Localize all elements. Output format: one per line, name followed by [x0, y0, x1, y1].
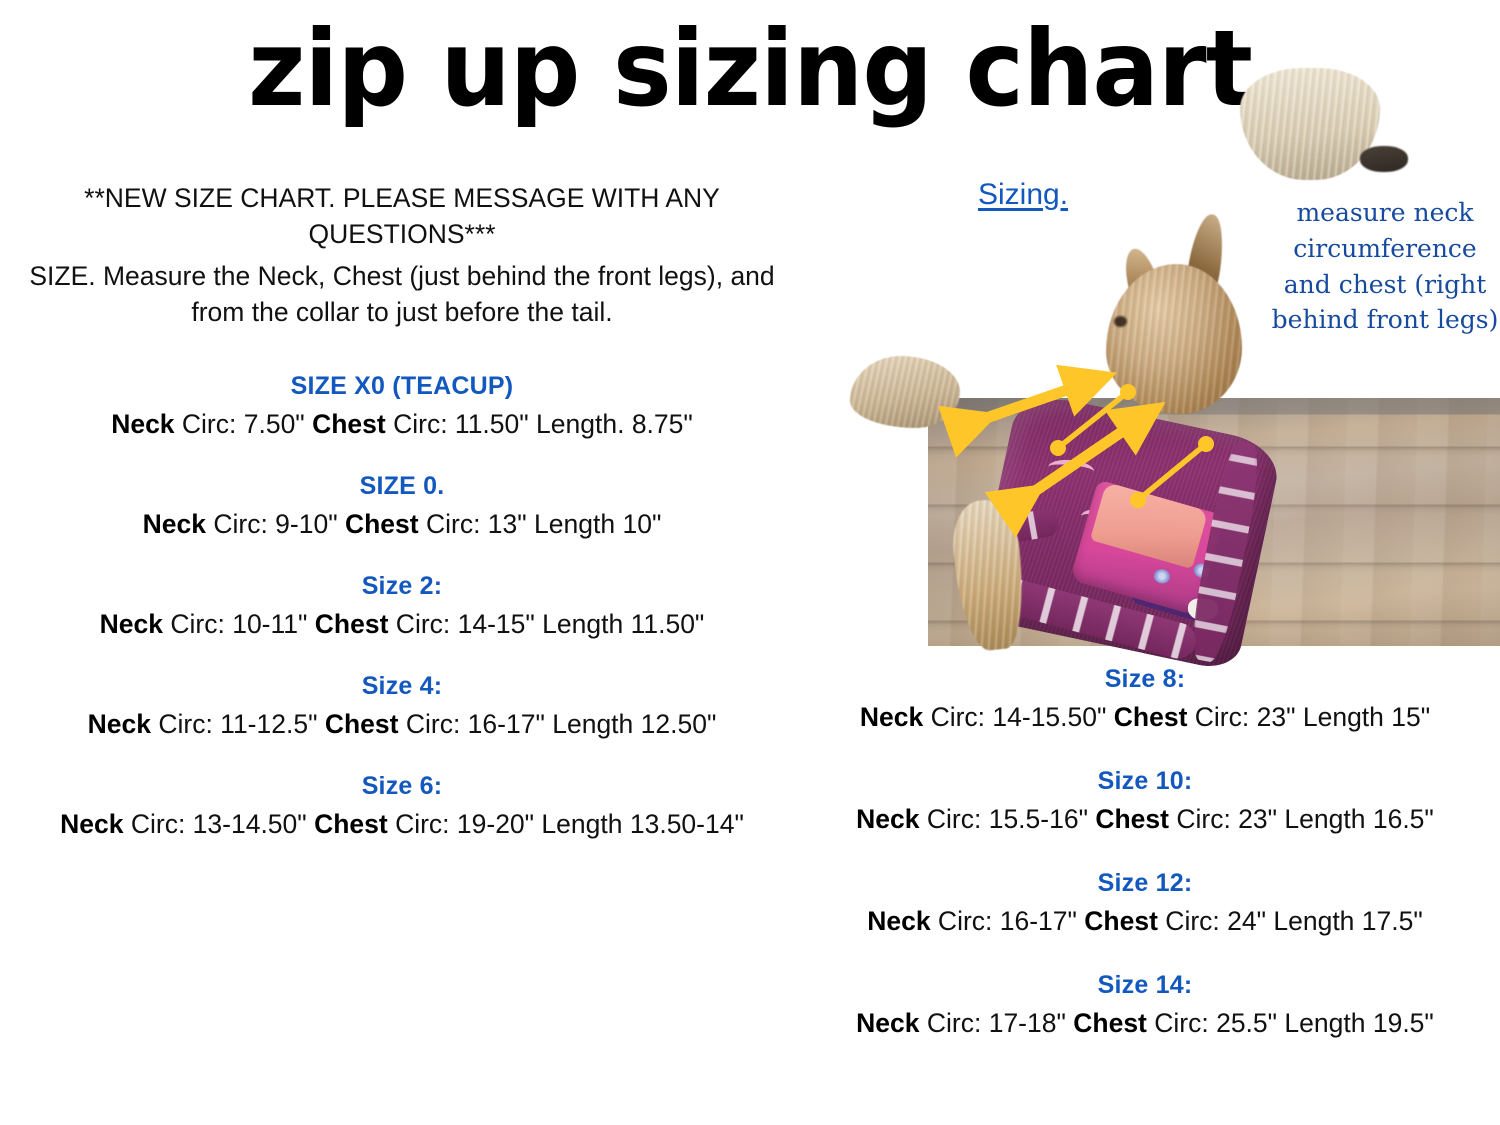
chest-label: Chest	[314, 609, 389, 640]
chest-label: Chest	[314, 809, 388, 839]
chest-value: Circ: 23" Length 15"	[1187, 702, 1431, 732]
size-heading-4: Size 4:	[361, 672, 443, 701]
size-entry-10: Size 10: Neck Circ: 15.5-16" Chest Circ:…	[790, 767, 1500, 837]
intro-note: **NEW SIZE CHART. PLEASE MESSAGE WITH AN…	[84, 183, 720, 250]
size-entry-4: Size 4: Neck Circ: 11-12.5" Chest Circ: …	[12, 672, 792, 742]
size-heading-10: Size 10:	[1097, 766, 1193, 795]
size-heading-6: Size 6:	[361, 772, 443, 800]
neck-label: Neck	[856, 803, 920, 834]
neck-value: Circ: 11-12.5"	[150, 709, 325, 740]
size-heading-14: Size 14:	[1097, 970, 1193, 999]
chest-value: Circ: 14-15" Length 11.50"	[388, 609, 705, 640]
size-entry-6: Size 6: Neck Circ: 13-14.50" Chest Circ:…	[12, 772, 792, 842]
chest-value: Circ: 25.5" Length 19.5"	[1146, 1007, 1434, 1038]
neck-value: Circ: 10-11"	[163, 609, 315, 640]
size-heading-x0: SIZE X0 (TEACUP)	[290, 372, 514, 401]
dog-head	[1090, 208, 1258, 420]
chest-value: Circ: 19-20" Length 13.50-14"	[387, 809, 744, 839]
intro-measure-instructions: SIZE. Measure the Neck, Chest (just behi…	[29, 261, 775, 328]
dog-eye	[1114, 316, 1127, 327]
dog-back-leg	[1240, 68, 1380, 180]
size-heading-12: Size 12:	[1097, 868, 1193, 897]
neck-label: Neck	[856, 1007, 920, 1038]
dog-paw	[1360, 146, 1408, 172]
size-entry-0: SIZE 0. Neck Circ: 9-10" Chest Circ: 13"…	[12, 472, 792, 542]
chest-value: Circ: 13" Length 10"	[418, 509, 662, 540]
chest-label: Chest	[1113, 702, 1188, 732]
chest-label: Chest	[324, 709, 399, 740]
chest-value: Circ: 16-17" Length 12.50"	[398, 709, 717, 740]
size-detail-4: Neck Circ: 11-12.5" Chest Circ: 16-17" L…	[12, 707, 792, 742]
chest-label: Chest	[1084, 905, 1158, 936]
neck-value: Circ: 13-14.50"	[123, 809, 315, 839]
neck-label: Neck	[60, 809, 124, 839]
chest-value: Circ: 11.50" Length. 8.75"	[385, 409, 693, 440]
neck-label: Neck	[111, 409, 175, 440]
neck-label: Neck	[859, 702, 924, 732]
size-entry-x0: SIZE X0 (TEACUP) Neck Circ: 7.50" Chest …	[12, 372, 792, 442]
neck-value: Circ: 7.50"	[174, 409, 313, 440]
neck-value: Circ: 9-10"	[205, 509, 345, 540]
size-detail-x0: Neck Circ: 7.50" Chest Circ: 11.50" Leng…	[12, 407, 792, 442]
size-detail-12: Neck Circ: 16-17" Chest Circ: 24" Length…	[790, 904, 1500, 939]
neck-label: Neck	[867, 905, 931, 936]
size-heading-0: SIZE 0.	[359, 472, 445, 501]
size-detail-8: Neck Circ: 14-15.50" Chest Circ: 23" Len…	[790, 700, 1500, 735]
size-entry-14: Size 14: Neck Circ: 17-18" Chest Circ: 2…	[790, 971, 1500, 1041]
measurement-annotation: measure neck circumference and chest (ri…	[1271, 198, 1499, 335]
chest-value: Circ: 24" Length 17.5"	[1157, 905, 1423, 936]
neck-label: Neck	[99, 609, 164, 640]
neck-value: Circ: 16-17"	[930, 905, 1085, 936]
size-entry-8: Size 8: Neck Circ: 14-15.50" Chest Circ:…	[790, 665, 1500, 735]
page-title: zip up sizing chart	[247, 8, 1253, 130]
size-heading-8: Size 8:	[1104, 665, 1186, 693]
size-detail-10: Neck Circ: 15.5-16" Chest Circ: 23" Leng…	[790, 802, 1500, 837]
size-entry-12: Size 12: Neck Circ: 16-17" Chest Circ: 2…	[790, 869, 1500, 939]
size-entry-2: Size 2: Neck Circ: 10-11" Chest Circ: 14…	[12, 572, 792, 642]
sizing-heading: Sizing.	[978, 178, 1069, 211]
size-detail-14: Neck Circ: 17-18" Chest Circ: 25.5" Leng…	[790, 1006, 1500, 1041]
left-size-column: **NEW SIZE CHART. PLEASE MESSAGE WITH AN…	[12, 180, 792, 842]
neck-value: Circ: 17-18"	[919, 1007, 1074, 1038]
chest-label: Chest	[1095, 803, 1169, 834]
dog-neck-fur	[850, 356, 960, 428]
neck-value: Circ: 14-15.50"	[923, 702, 1114, 732]
chest-label: Chest	[312, 409, 386, 440]
neck-label: Neck	[142, 509, 206, 540]
dog-head-fur	[1106, 264, 1242, 414]
neck-label: Neck	[87, 709, 151, 740]
size-detail-6: Neck Circ: 13-14.50" Chest Circ: 19-20" …	[12, 807, 792, 842]
neck-value: Circ: 15.5-16"	[919, 803, 1096, 834]
size-detail-0: Neck Circ: 9-10" Chest Circ: 13" Length …	[12, 507, 792, 542]
chest-label: Chest	[1073, 1007, 1147, 1038]
chest-value: Circ: 23" Length 16.5"	[1169, 803, 1434, 834]
size-heading-2: Size 2:	[361, 572, 443, 601]
chest-label: Chest	[344, 509, 419, 540]
size-detail-2: Neck Circ: 10-11" Chest Circ: 14-15" Len…	[12, 607, 792, 642]
right-size-list: Size 8: Neck Circ: 14-15.50" Chest Circ:…	[790, 665, 1500, 1041]
